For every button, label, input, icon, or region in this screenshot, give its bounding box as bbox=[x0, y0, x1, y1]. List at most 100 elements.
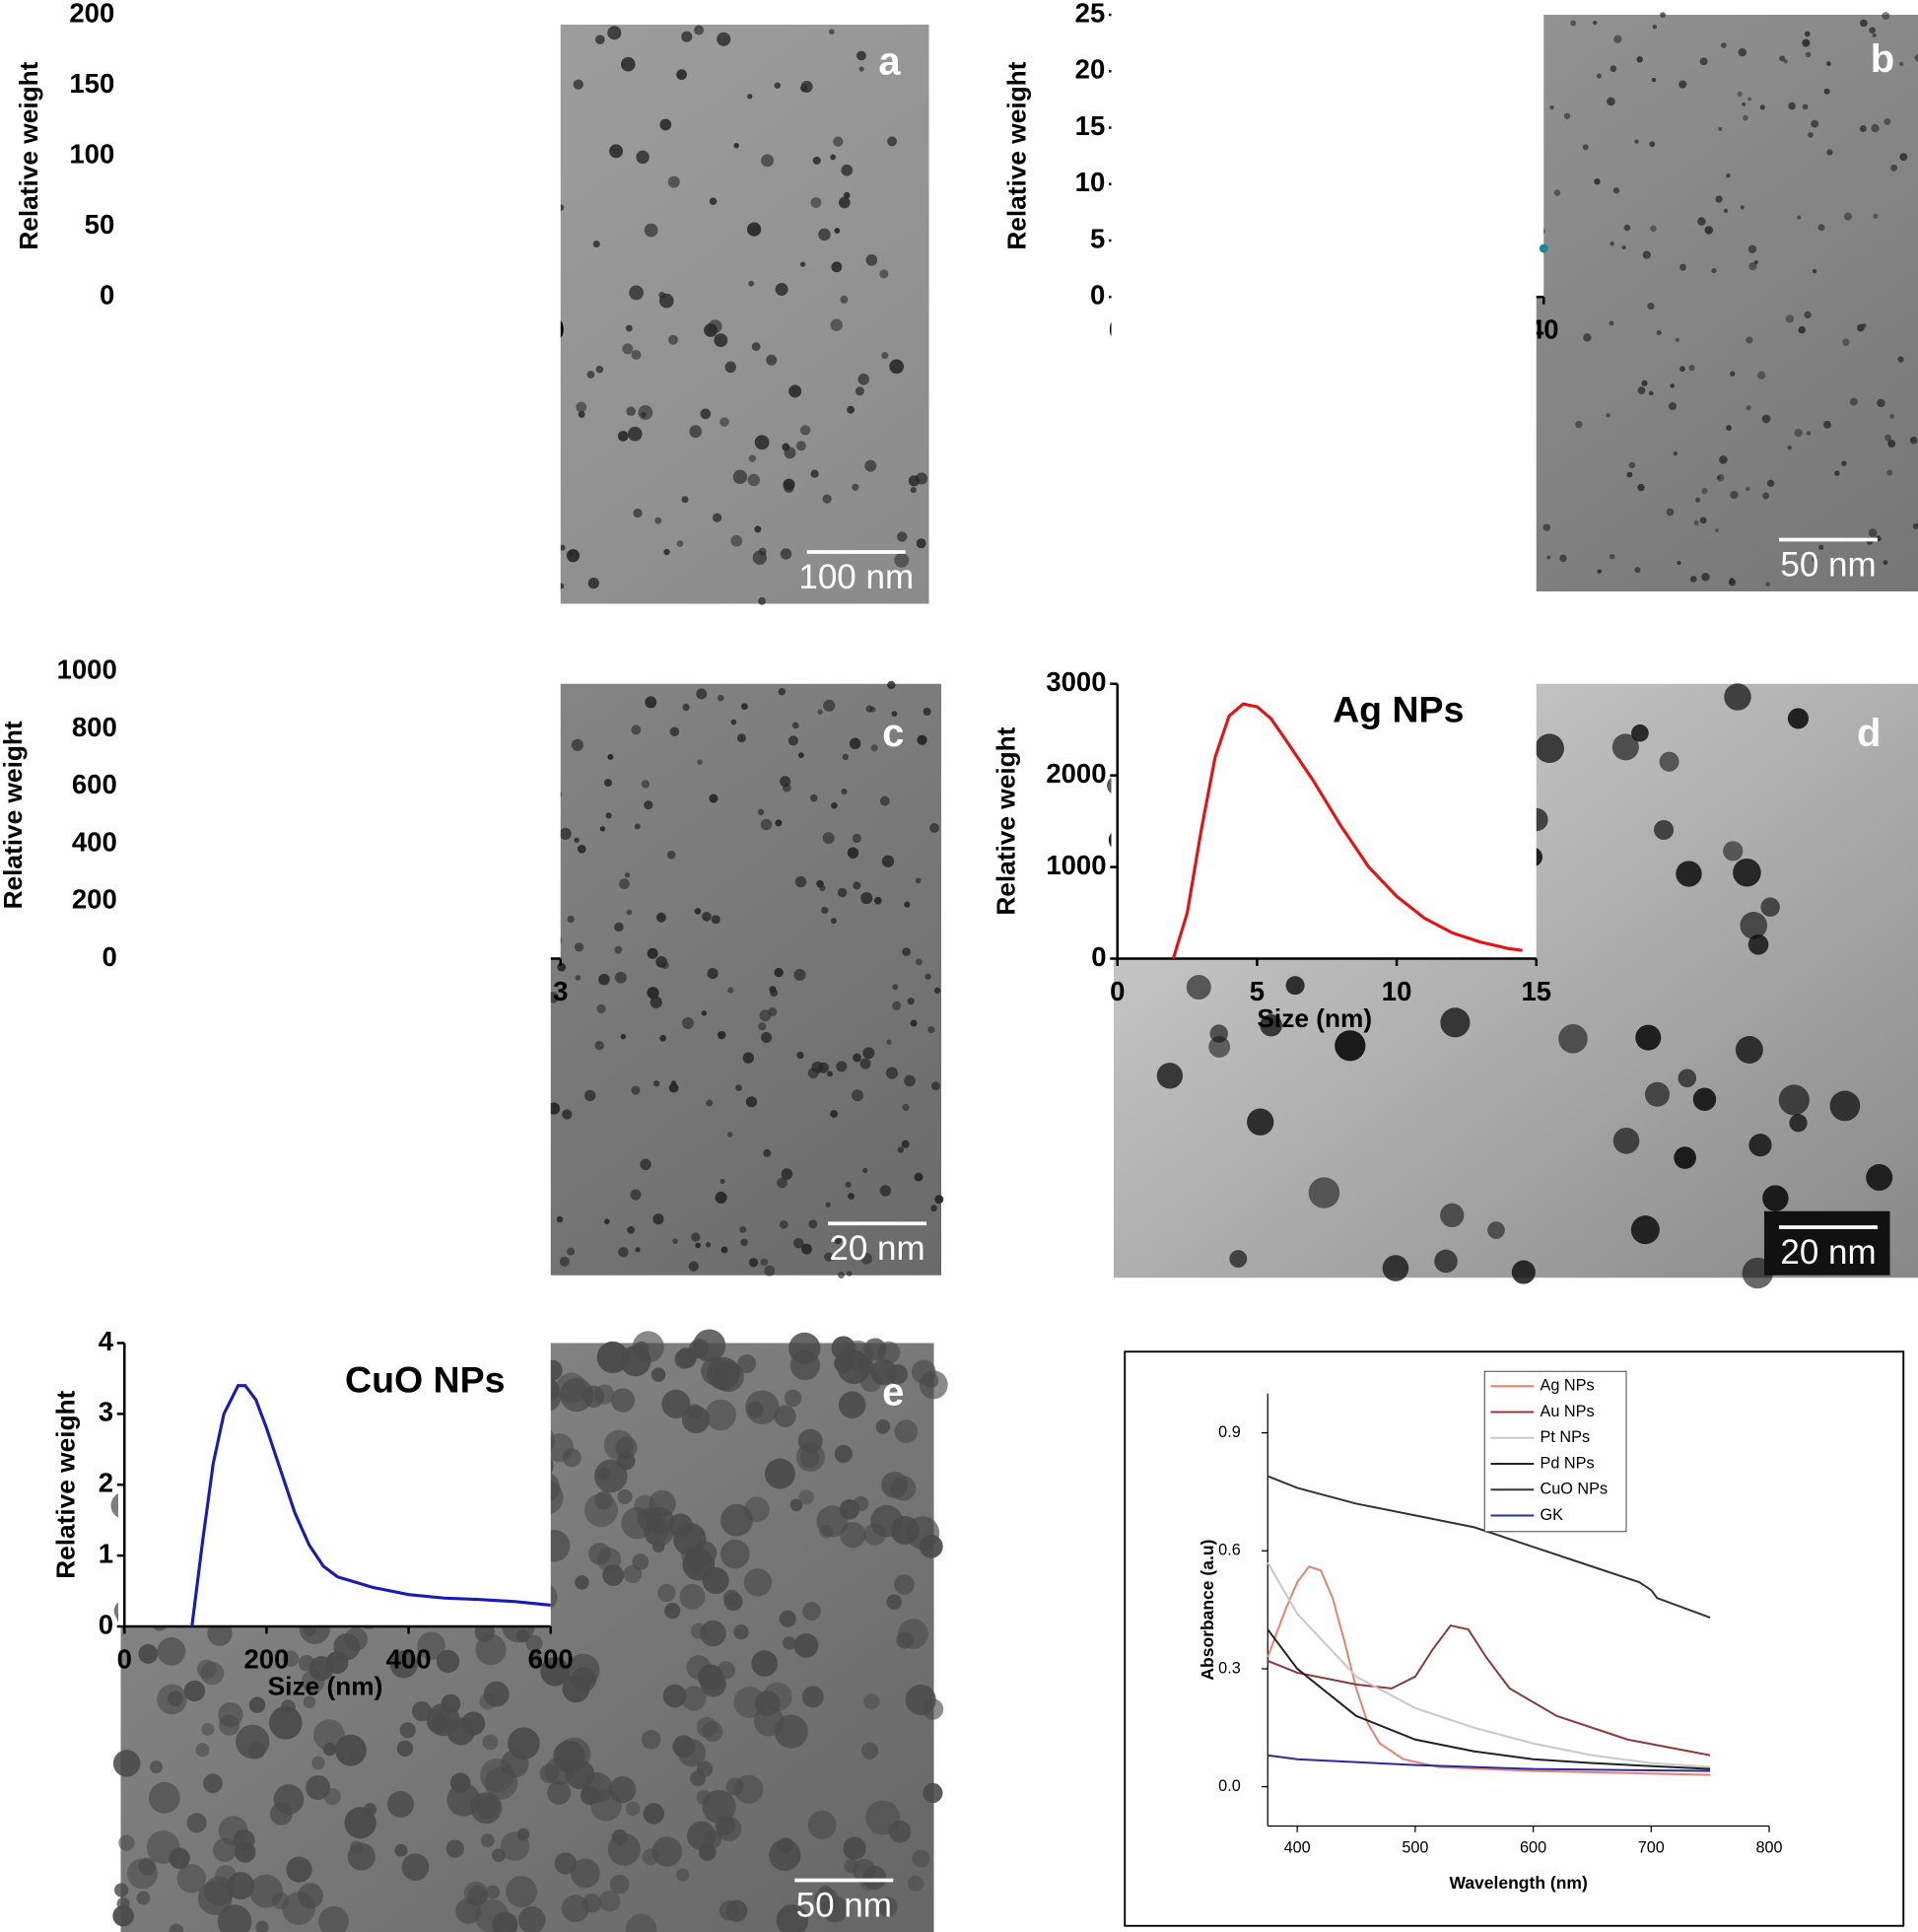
particle bbox=[1788, 102, 1796, 110]
particle bbox=[609, 144, 624, 159]
particle bbox=[386, 1790, 414, 1818]
particle bbox=[891, 711, 898, 717]
particle bbox=[655, 912, 666, 923]
particle bbox=[411, 1701, 433, 1722]
particle bbox=[714, 333, 728, 348]
particle bbox=[836, 1061, 848, 1072]
particle bbox=[136, 1891, 151, 1905]
x-tick-label: 200 bbox=[243, 1643, 289, 1674]
particle bbox=[1817, 224, 1825, 232]
scale-bar-label: 50 nm bbox=[1780, 545, 1876, 584]
spectrum bbox=[1267, 1561, 1711, 1768]
particle bbox=[306, 1774, 331, 1800]
particle bbox=[705, 1242, 712, 1248]
particle bbox=[706, 1099, 714, 1107]
particle bbox=[631, 724, 642, 735]
particle bbox=[1912, 522, 1918, 529]
particle bbox=[500, 1831, 530, 1861]
particle bbox=[852, 1089, 864, 1102]
scale-bar-label: 20 nm bbox=[829, 1229, 925, 1268]
particle bbox=[774, 967, 784, 978]
particle bbox=[834, 228, 841, 235]
particle bbox=[647, 947, 658, 959]
particle bbox=[824, 1252, 834, 1262]
particle bbox=[718, 694, 724, 702]
particle bbox=[775, 819, 783, 827]
y-tick-label: 100 bbox=[69, 138, 114, 169]
scale-bar-label: 100 nm bbox=[798, 558, 914, 596]
particle bbox=[690, 1770, 707, 1787]
legend-label: Pt NPs bbox=[1541, 1428, 1591, 1446]
particle bbox=[269, 1705, 303, 1740]
particle bbox=[911, 1359, 936, 1385]
particle bbox=[780, 548, 792, 560]
particle bbox=[807, 1810, 837, 1839]
x-tick-label: 0 bbox=[117, 1643, 132, 1674]
particle bbox=[620, 1033, 627, 1040]
particle bbox=[668, 1082, 679, 1093]
particle bbox=[761, 1032, 773, 1043]
particle bbox=[571, 1667, 597, 1692]
particle bbox=[1826, 149, 1833, 156]
particle bbox=[687, 1404, 703, 1419]
plot-area bbox=[118, 0, 551, 1626]
particle bbox=[169, 1923, 184, 1932]
particle bbox=[817, 709, 823, 715]
particle bbox=[901, 1139, 910, 1148]
particle bbox=[647, 987, 659, 1000]
particle bbox=[213, 1837, 238, 1862]
particle bbox=[1637, 386, 1646, 395]
particle bbox=[303, 1695, 316, 1709]
particle bbox=[1721, 42, 1727, 48]
particle bbox=[663, 548, 670, 556]
particle bbox=[782, 443, 790, 451]
particle bbox=[624, 872, 631, 878]
particle bbox=[902, 947, 911, 956]
chart-title: CuO NPs bbox=[345, 1358, 506, 1400]
y-tick-label: 25 bbox=[1075, 0, 1106, 28]
particle bbox=[1890, 164, 1898, 172]
particle bbox=[727, 987, 734, 994]
panel: d 20 nm 0 1000 2000 3000 0 5 10 15 Size (nm) Relati… bbox=[991, 0, 1918, 1289]
particle bbox=[630, 1189, 642, 1201]
particle bbox=[570, 1858, 600, 1889]
curve bbox=[190, 1384, 551, 1627]
particle bbox=[126, 1858, 158, 1890]
particle bbox=[1701, 573, 1710, 582]
particle bbox=[890, 1476, 917, 1501]
particle bbox=[1209, 1024, 1228, 1043]
particle bbox=[599, 826, 606, 832]
particle bbox=[860, 891, 873, 905]
particle bbox=[1818, 544, 1824, 550]
particle bbox=[886, 1594, 902, 1610]
particle bbox=[818, 228, 831, 242]
particle bbox=[629, 285, 645, 301]
particle bbox=[1909, 436, 1918, 445]
particle bbox=[641, 412, 647, 418]
particle bbox=[569, 551, 575, 557]
particle bbox=[596, 1341, 629, 1374]
particle bbox=[930, 1205, 937, 1212]
particle bbox=[632, 1553, 650, 1570]
particle bbox=[753, 1705, 785, 1737]
particle bbox=[896, 531, 908, 542]
particle bbox=[631, 1085, 641, 1095]
panel: e 50 nm 0 1 2 3 4 0 200 400 600 Size (nm) Relative w… bbox=[51, 0, 948, 1932]
particle bbox=[1841, 460, 1847, 466]
particle bbox=[363, 1803, 377, 1817]
particle bbox=[157, 1684, 187, 1715]
y-tick-label: 3 bbox=[99, 1397, 113, 1427]
particle bbox=[578, 410, 585, 418]
particle bbox=[1889, 413, 1895, 419]
particle bbox=[860, 1742, 879, 1760]
particle bbox=[195, 1743, 210, 1758]
particle bbox=[853, 1858, 876, 1883]
particle bbox=[615, 1436, 638, 1459]
particle bbox=[1860, 19, 1868, 28]
particle bbox=[1559, 554, 1567, 563]
particle bbox=[1868, 528, 1878, 537]
particle bbox=[1434, 1249, 1458, 1274]
particle bbox=[625, 324, 633, 332]
particle bbox=[1628, 461, 1636, 469]
